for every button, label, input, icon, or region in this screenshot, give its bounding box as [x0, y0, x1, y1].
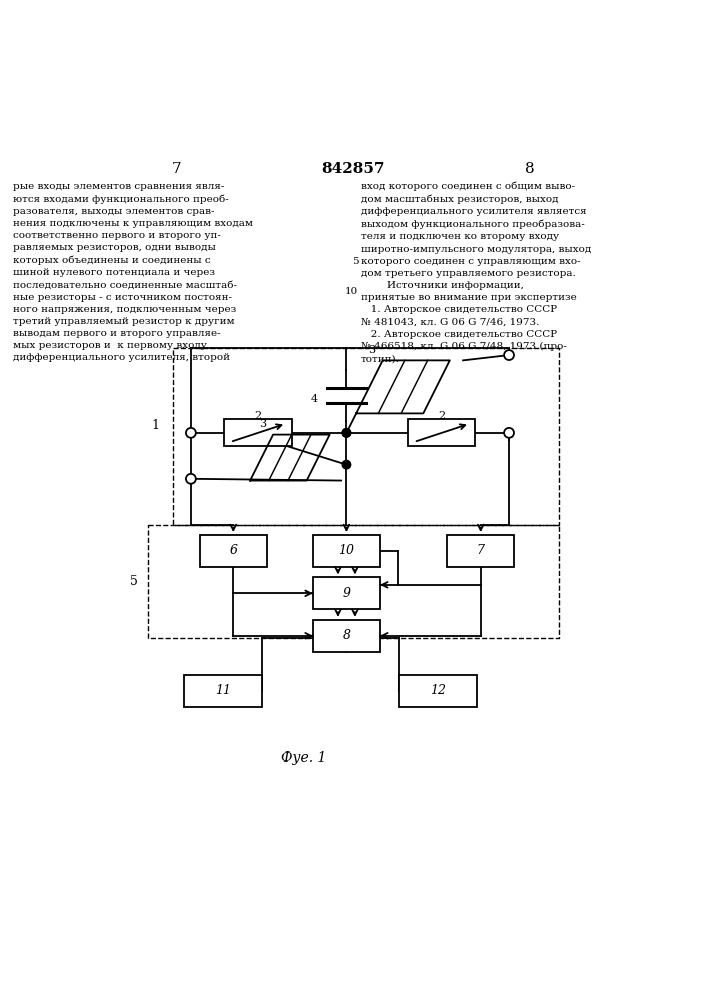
Bar — [409, 419, 475, 446]
Bar — [312, 577, 380, 609]
Text: 12: 12 — [431, 684, 446, 697]
Bar — [447, 535, 515, 567]
Text: 842857: 842857 — [322, 162, 385, 176]
Text: 4: 4 — [311, 394, 318, 404]
Bar — [184, 675, 262, 707]
Circle shape — [186, 428, 196, 438]
Text: Фуе. 1: Фуе. 1 — [281, 751, 327, 765]
Circle shape — [186, 474, 196, 484]
Text: 7: 7 — [477, 544, 485, 557]
Text: 6: 6 — [229, 544, 238, 557]
Circle shape — [504, 428, 514, 438]
Text: 7: 7 — [172, 162, 182, 176]
Circle shape — [342, 429, 351, 437]
Bar — [199, 535, 267, 567]
Text: 1: 1 — [151, 419, 159, 432]
Text: 2: 2 — [255, 411, 262, 421]
Text: 11: 11 — [215, 684, 230, 697]
Text: 3: 3 — [368, 345, 375, 355]
Text: 10: 10 — [339, 544, 354, 557]
Circle shape — [504, 350, 514, 360]
Text: 8: 8 — [525, 162, 535, 176]
Text: 9: 9 — [342, 587, 351, 600]
Bar — [399, 675, 477, 707]
Bar — [312, 620, 380, 652]
Text: 5: 5 — [352, 257, 358, 266]
Text: рые входы элементов сравнения явля-
ются входами функционального преоб-
разовате: рые входы элементов сравнения явля- ются… — [13, 182, 252, 362]
Text: 10: 10 — [345, 287, 358, 296]
Bar — [312, 535, 380, 567]
Text: вход которого соединен с общим выво-
дом масштабных резисторов, выход
дифференци: вход которого соединен с общим выво- дом… — [361, 182, 591, 363]
Text: 8: 8 — [342, 629, 351, 642]
Text: 3: 3 — [259, 419, 266, 429]
Text: 5: 5 — [130, 575, 138, 588]
Bar — [224, 419, 291, 446]
Circle shape — [342, 429, 351, 437]
Text: 2: 2 — [438, 411, 445, 421]
Circle shape — [342, 460, 351, 469]
